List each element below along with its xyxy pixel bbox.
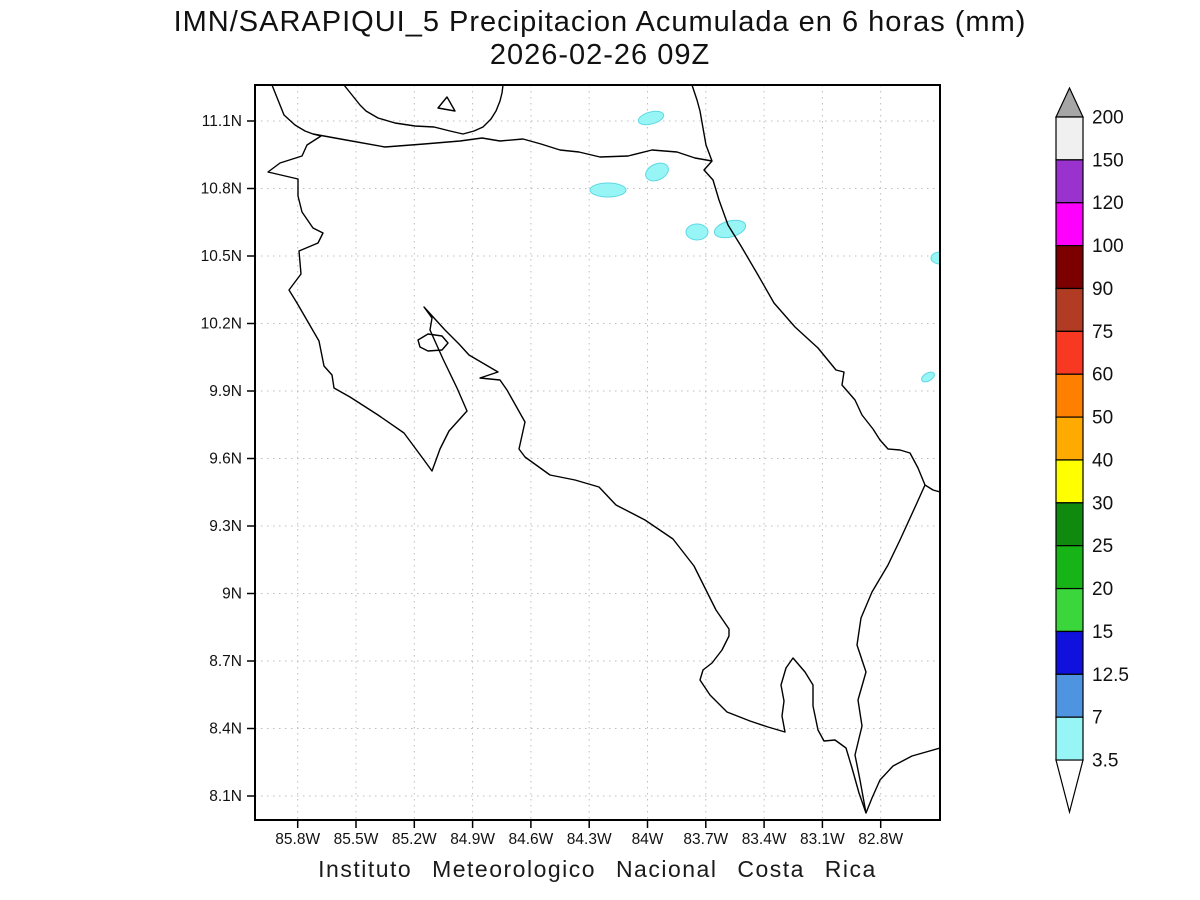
y-tick-label: 9.9N xyxy=(209,383,242,400)
colorbar-tick-label: 30 xyxy=(1092,493,1113,514)
y-tick-label: 10.8N xyxy=(201,181,242,198)
colorbar-arrow-bottom xyxy=(1055,759,1084,815)
plot-border xyxy=(254,84,941,821)
colorbar-tick-label: 50 xyxy=(1092,408,1113,429)
colorbar-tick-label: 12.5 xyxy=(1092,665,1129,686)
title-line1: IMN/SARAPIQUI_5 Precipitacion Acumulada … xyxy=(173,6,1027,38)
nicaragua-border xyxy=(312,133,713,162)
lake-nicaragua-shore xyxy=(343,85,504,135)
precipitation-cell xyxy=(921,371,935,383)
x-tick-label: 85.5W xyxy=(334,831,379,848)
nicaragua-pacific-coast xyxy=(271,85,314,135)
colorbar-segment xyxy=(1055,673,1084,718)
y-tick-label: 8.4N xyxy=(209,721,242,738)
colorbar-tick-label: 7 xyxy=(1092,708,1103,729)
colorbar-segment xyxy=(1055,159,1084,204)
y-tick-label: 9.6N xyxy=(209,451,242,468)
colorbar-tick-label: 75 xyxy=(1092,322,1113,343)
figure-footer: Instituto Meteorologico Nacional Costa R… xyxy=(318,856,877,882)
colorbar-tick-label: 90 xyxy=(1092,279,1113,300)
grid-lines xyxy=(255,85,940,820)
x-tick-label: 84.6W xyxy=(508,831,553,848)
chira-island xyxy=(417,333,449,352)
colorbar-tick-label: 120 xyxy=(1092,193,1124,214)
x-tick-label: 84.3W xyxy=(567,831,612,848)
y-tick-label: 8.7N xyxy=(209,653,242,670)
colorbar-segment xyxy=(1055,545,1084,590)
x-tick-label: 83.1W xyxy=(800,831,845,848)
x-tick-label: 83.4W xyxy=(742,831,787,848)
y-tick-label: 8.1N xyxy=(209,788,242,805)
colorbar-tick-label: 100 xyxy=(1092,236,1124,257)
precipitation-cell xyxy=(685,223,709,241)
solentiname-island xyxy=(437,96,456,112)
colorbar-segment xyxy=(1055,287,1084,332)
tick-marks xyxy=(247,120,882,828)
colorbar-segment xyxy=(1055,116,1084,161)
precipitation-cell xyxy=(637,110,665,126)
precipitation-cell xyxy=(589,182,627,198)
figure-title: IMN/SARAPIQUI_5 Precipitacion Acumulada … xyxy=(0,6,1200,72)
colorbar-segment xyxy=(1055,373,1084,418)
colorbar-segment xyxy=(1055,416,1084,461)
colorbar-tick-label: 150 xyxy=(1092,150,1124,171)
title-line2: 2026-02-26 09Z xyxy=(489,39,711,71)
colorbar-segment xyxy=(1055,245,1084,290)
x-tick-label: 83.7W xyxy=(683,831,728,848)
colorbar-tick-label: 20 xyxy=(1092,579,1113,600)
colorbar-segment xyxy=(1055,202,1084,247)
y-tick-label: 9.3N xyxy=(209,518,242,535)
precipitation-cell xyxy=(930,251,940,265)
colorbar xyxy=(1055,86,1084,815)
colorbar-tick-label: 60 xyxy=(1092,365,1113,386)
colorbar-tick-label: 15 xyxy=(1092,622,1113,643)
x-tick-label: 84W xyxy=(632,831,664,848)
x-tick-label: 85.2W xyxy=(392,831,437,848)
y-tick-label: 10.5N xyxy=(201,248,242,265)
colorbar-segment xyxy=(1055,630,1084,675)
colorbar-tick-label: 40 xyxy=(1092,450,1113,471)
colorbar-segment xyxy=(1055,587,1084,633)
colorbar-arrow-top xyxy=(1055,86,1084,118)
coastlines xyxy=(267,85,940,814)
panama-border xyxy=(854,484,926,814)
x-tick-label: 85.8W xyxy=(275,831,320,848)
x-tick-label: 82.8W xyxy=(858,831,903,848)
pacific-coast xyxy=(267,133,940,814)
y-axis-labels: 11.1N 10.8N 10.5N 10.2N 9.9N 9.6N 9.3N 9N 8.7N 8.… xyxy=(201,113,242,805)
y-tick-label: 9N xyxy=(222,586,242,603)
x-axis-labels: 85.8W 85.5W 85.2W 84.9W 84.6W 84.3W 84W 83.7W 83… xyxy=(275,831,903,848)
precipitation-cell xyxy=(645,162,669,182)
y-tick-label: 11.1N xyxy=(202,113,242,130)
colorbar-segment xyxy=(1055,502,1084,547)
colorbar-tick-label: 200 xyxy=(1092,108,1124,129)
caribbean-coast xyxy=(691,85,940,493)
y-tick-label: 10.2N xyxy=(201,316,242,333)
colorbar-segment xyxy=(1055,716,1084,761)
colorbar-segment xyxy=(1055,459,1084,504)
colorbar-tick-label: 3.5 xyxy=(1092,751,1118,772)
x-tick-label: 84.9W xyxy=(450,831,495,848)
colorbar-tick-label: 25 xyxy=(1092,536,1113,557)
colorbar-segment xyxy=(1055,330,1084,375)
precipitation-layer xyxy=(589,110,940,383)
colorbar-labels: 200 150 120 100 90 75 60 50 40 30 25 20 15 12.5 7 3.5 xyxy=(1092,108,1129,772)
